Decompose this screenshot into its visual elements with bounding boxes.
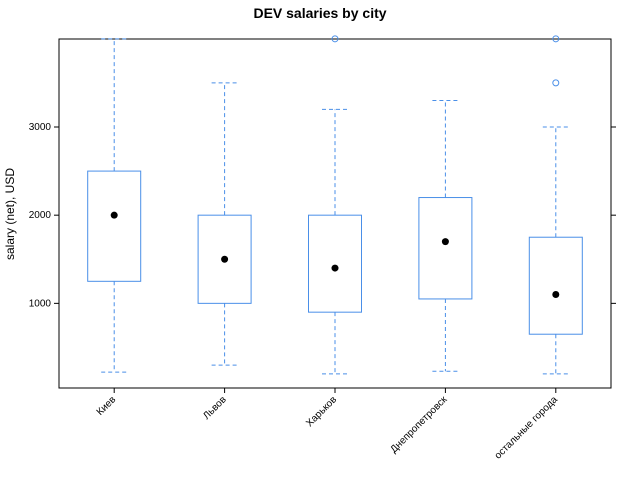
median-point [331,264,339,272]
x-tick-label: Днепропетровск [388,394,449,455]
y-tick-label: 2000 [29,210,52,221]
chart-marks: 1000 2000 3000 Киев Львов Харьков Днепропетров… [29,35,616,462]
median-point [441,238,449,246]
median-point [221,255,229,263]
x-tick-label: остальные города [493,394,560,461]
median-point [110,211,118,219]
x-tick-label: Харьков [304,394,339,429]
y-tick-label: 1000 [29,298,52,309]
iqr-box [87,170,142,282]
iqr-box [418,197,473,300]
outlier-point [331,35,339,43]
median-point [552,291,560,299]
x-tick-label: Львов [201,394,228,421]
outlier-point [552,79,560,87]
x-tick-label: Киев [95,394,119,418]
outlier-point [552,35,560,43]
y-axis-label: salary (net), USD [3,168,17,260]
y-tick-label: 3000 [29,122,52,133]
chart-title: DEV salaries by city [253,5,386,21]
iqr-box [528,236,583,335]
iqr-box [308,214,362,313]
